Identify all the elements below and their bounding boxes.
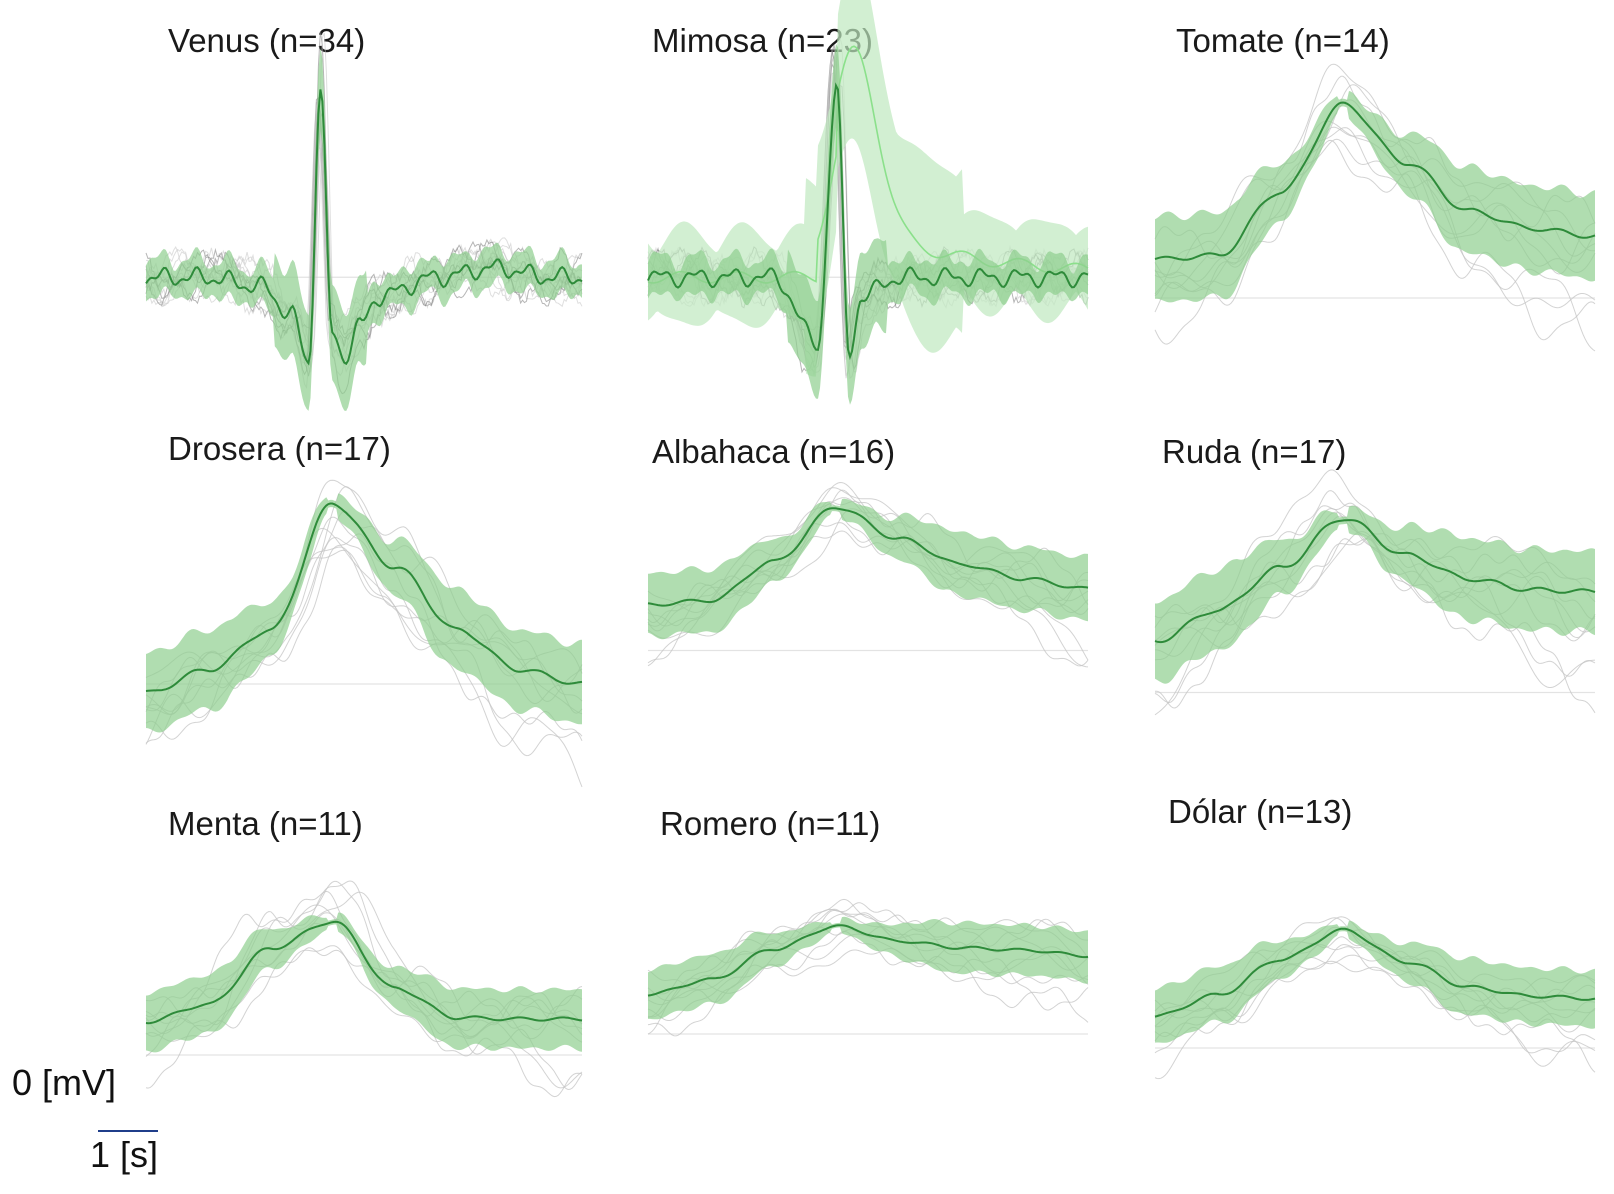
panel-title: Menta (n=11) xyxy=(168,805,363,842)
std-band xyxy=(146,493,582,733)
plot-ruda xyxy=(1154,469,1596,716)
y-scale-label: 0 [mV] xyxy=(12,1062,117,1103)
std-band xyxy=(146,912,582,1053)
std-band xyxy=(648,43,1088,405)
std-band xyxy=(648,498,1088,640)
panel-title: Romero (n=11) xyxy=(660,805,881,842)
plot-tomate xyxy=(1154,63,1596,352)
mean-line xyxy=(145,920,583,1025)
std-band xyxy=(1155,920,1595,1043)
mean-line xyxy=(1154,519,1596,644)
panel-title: Tomate (n=14) xyxy=(1176,22,1390,59)
mean-line xyxy=(145,502,583,692)
mean-line xyxy=(647,507,1089,607)
plot-venus xyxy=(145,31,583,411)
panel-title: Venus (n=34) xyxy=(168,22,366,59)
panel-title: Drosera (n=17) xyxy=(168,430,391,467)
plot-romero xyxy=(647,898,1089,1037)
plot-mimosa xyxy=(647,0,1089,405)
plot-albahaca xyxy=(647,481,1089,668)
x-scale-bar xyxy=(98,1130,158,1132)
panel-title: Ruda (n=17) xyxy=(1162,433,1347,470)
plot-menta xyxy=(145,880,583,1098)
mean-line xyxy=(647,82,1089,361)
std-band xyxy=(146,48,582,411)
mean-line xyxy=(145,89,583,366)
mean-line xyxy=(1154,927,1596,1018)
panel-title: Albahaca (n=16) xyxy=(652,433,896,470)
x-scale-label: 1 [s] xyxy=(90,1134,159,1175)
mean-line xyxy=(647,924,1089,997)
mean-line xyxy=(1154,101,1596,261)
plot-dolar xyxy=(1154,916,1596,1080)
std-band xyxy=(648,916,1088,1020)
panel-title: Dólar (n=13) xyxy=(1168,793,1353,830)
std-band xyxy=(1155,505,1595,684)
std-band xyxy=(1155,91,1595,303)
plot-drosera xyxy=(145,479,583,788)
